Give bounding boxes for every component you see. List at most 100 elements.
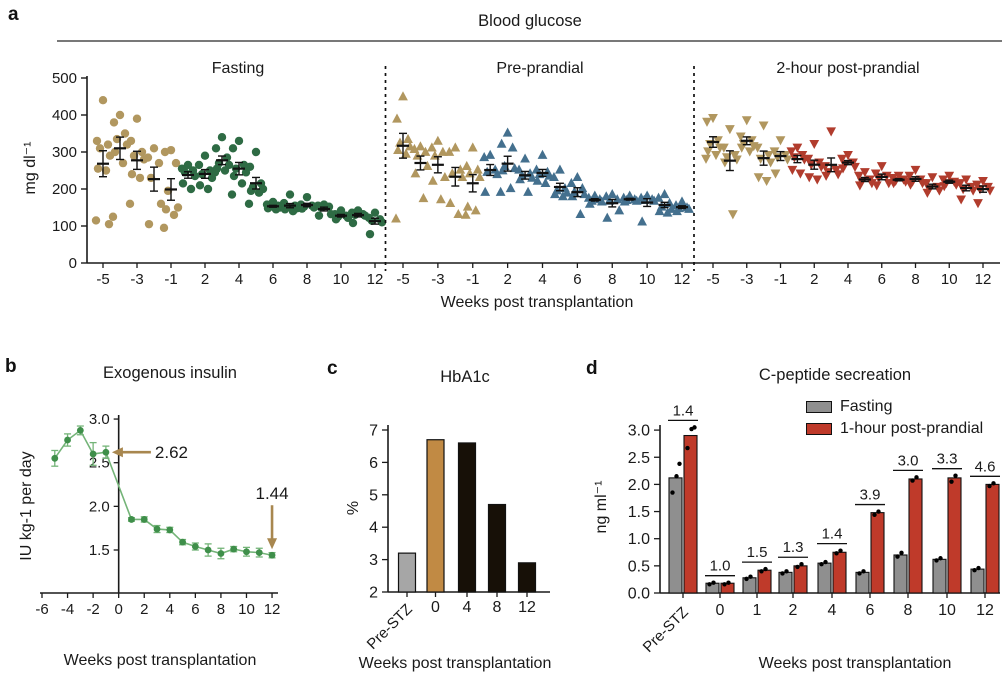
svg-text:2: 2	[369, 585, 378, 602]
svg-text:4.6: 4.6	[975, 458, 996, 475]
svg-text:-6: -6	[35, 601, 48, 618]
legend-row-postprandial: 1-hour post-prandial	[806, 420, 983, 438]
svg-text:0: 0	[716, 602, 725, 619]
svg-text:0: 0	[69, 255, 77, 272]
svg-text:Pre-STZ: Pre-STZ	[364, 601, 416, 653]
svg-text:1.4: 1.4	[822, 526, 843, 543]
svg-text:0: 0	[115, 601, 123, 618]
svg-text:4: 4	[844, 271, 852, 288]
svg-text:1.0: 1.0	[628, 531, 650, 548]
blood-glucose-rule	[57, 40, 1002, 42]
svg-text:1.5: 1.5	[747, 544, 768, 561]
svg-text:12: 12	[367, 271, 384, 288]
svg-text:0: 0	[431, 599, 440, 616]
svg-text:400: 400	[52, 107, 77, 124]
hba1c-bar-chart: 2 3 4 5 6 7 Pre-STZ 0 4 8 12	[364, 423, 550, 653]
section-title-2h-post-prandial: 2-hour post-prandial	[776, 60, 920, 77]
legend-label-fasting: Fasting	[840, 398, 893, 415]
svg-text:-5: -5	[706, 271, 719, 288]
svg-text:2.0: 2.0	[89, 498, 110, 515]
svg-text:3.0: 3.0	[898, 452, 919, 469]
svg-text:8: 8	[217, 601, 225, 618]
panel-b-label: b	[5, 356, 17, 377]
svg-text:4: 4	[538, 271, 546, 288]
svg-text:1.5: 1.5	[89, 542, 110, 559]
svg-text:8: 8	[493, 599, 502, 616]
svg-text:2: 2	[140, 601, 148, 618]
panel-a-label: a	[8, 4, 19, 25]
svg-text:10: 10	[938, 602, 956, 619]
panel-d-xlabel: Weeks post transplantation	[758, 655, 952, 672]
panel-d-label: d	[586, 358, 598, 379]
postprandial-swatch-icon	[806, 423, 832, 435]
exogenous-insulin-line-chart: -6 -4 -2 0 2 4 6 8 10 12 1.5 2.0 2.5 3.0 2.62 1.44	[35, 411, 288, 618]
svg-text:6: 6	[573, 271, 581, 288]
svg-text:8: 8	[608, 271, 616, 288]
svg-text:5: 5	[369, 487, 378, 504]
svg-text:0.0: 0.0	[628, 586, 650, 603]
svg-text:300: 300	[52, 144, 77, 161]
svg-text:3.9: 3.9	[860, 487, 881, 504]
section-title-pre-prandial: Pre-prandial	[496, 60, 584, 77]
svg-text:2: 2	[201, 271, 209, 288]
svg-text:6: 6	[878, 271, 886, 288]
svg-text:-4: -4	[61, 601, 74, 618]
svg-text:-1: -1	[774, 271, 787, 288]
blood-glucose-scatter-chart: 0 100 200 300 400 500 -5 -3 -1 2 4 6 8 10 12 -5 -3 -1 2 4 6 8…	[52, 66, 1000, 288]
svg-text:-5: -5	[396, 271, 409, 288]
svg-text:1.5: 1.5	[628, 504, 650, 521]
svg-text:3.3: 3.3	[937, 451, 958, 468]
svg-text:2.62: 2.62	[155, 443, 188, 462]
svg-text:1.3: 1.3	[783, 539, 804, 556]
svg-text:2: 2	[503, 271, 511, 288]
svg-text:6: 6	[269, 271, 277, 288]
svg-text:1.4: 1.4	[673, 402, 694, 419]
fasting-swatch-icon	[806, 401, 832, 413]
svg-text:8: 8	[303, 271, 311, 288]
svg-text:500: 500	[52, 70, 77, 87]
svg-text:10: 10	[941, 271, 958, 288]
svg-text:Pre-STZ: Pre-STZ	[640, 604, 692, 656]
svg-text:12: 12	[975, 271, 992, 288]
panel-c-label: c	[327, 358, 338, 379]
svg-text:6: 6	[866, 602, 875, 619]
panel-a-xlabel: Weeks post transplantation	[440, 294, 634, 311]
svg-text:2.5: 2.5	[628, 450, 650, 467]
svg-text:1.44: 1.44	[255, 484, 288, 503]
svg-text:7: 7	[369, 423, 378, 440]
svg-text:10: 10	[238, 601, 255, 618]
svg-text:6: 6	[369, 455, 378, 472]
svg-text:1: 1	[753, 602, 762, 619]
svg-text:8: 8	[904, 602, 913, 619]
svg-text:200: 200	[52, 181, 77, 198]
svg-text:4: 4	[235, 271, 243, 288]
svg-text:12: 12	[674, 271, 691, 288]
svg-text:0.5: 0.5	[628, 558, 650, 575]
svg-text:12: 12	[976, 602, 994, 619]
svg-text:2: 2	[789, 602, 798, 619]
panel-d-legend: Fasting 1-hour post-prandial	[806, 398, 983, 438]
svg-text:2.0: 2.0	[628, 477, 650, 494]
svg-text:-3: -3	[431, 271, 444, 288]
svg-text:6: 6	[191, 601, 199, 618]
svg-text:3: 3	[369, 552, 378, 569]
svg-text:12: 12	[264, 601, 281, 618]
legend-row-fasting: Fasting	[806, 398, 983, 416]
svg-text:8: 8	[911, 271, 919, 288]
svg-text:10: 10	[639, 271, 656, 288]
svg-text:12: 12	[518, 599, 536, 616]
panel-c-xlabel: Weeks post transplantation	[358, 655, 552, 672]
svg-text:-2: -2	[86, 601, 99, 618]
panel-b-title: Exogenous insulin	[103, 364, 237, 382]
svg-text:-1: -1	[164, 271, 177, 288]
svg-text:100: 100	[52, 218, 77, 235]
panel-b-xlabel: Weeks post transplantation	[63, 652, 257, 669]
section-title-fasting: Fasting	[211, 60, 265, 77]
svg-text:-3: -3	[740, 271, 753, 288]
panel-a-title: Blood glucose	[478, 12, 582, 30]
panel-d-title: C-peptide secreation	[758, 366, 912, 384]
svg-text:1.0: 1.0	[710, 558, 731, 575]
legend-label-postprandial: 1-hour post-prandial	[840, 420, 984, 437]
panel-c-title: HbA1c	[440, 368, 490, 386]
